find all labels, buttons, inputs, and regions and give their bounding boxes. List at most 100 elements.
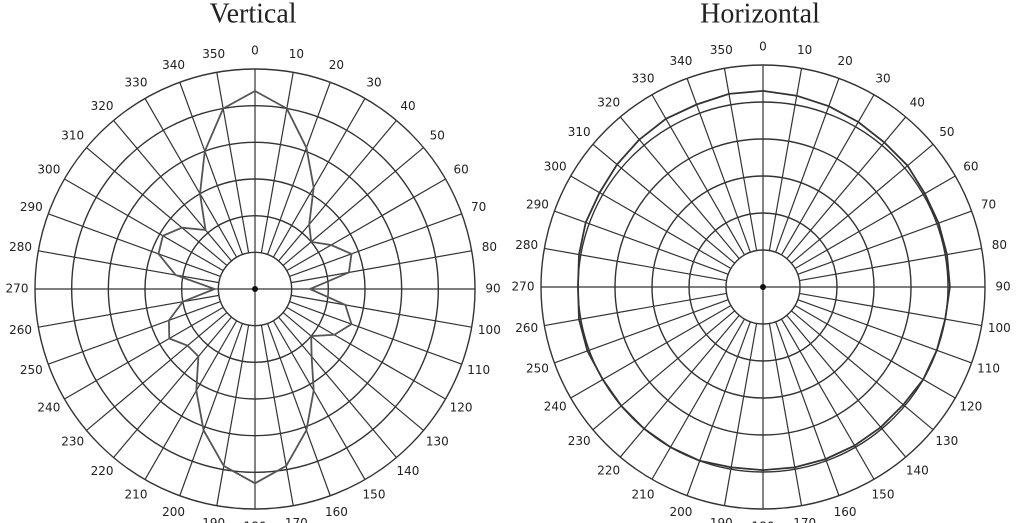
angle-label: 250 [526, 362, 549, 376]
angle-label: 70 [981, 197, 996, 211]
angle-label: 170 [285, 516, 308, 523]
angle-label: 50 [430, 129, 445, 143]
angle-label: 80 [992, 238, 1007, 252]
angle-label: 330 [632, 72, 655, 86]
spoke [794, 304, 956, 399]
spoke [570, 304, 732, 399]
angle-label: 50 [939, 125, 954, 139]
angle-label: 240 [37, 401, 60, 415]
spoke [790, 143, 934, 264]
spoke [790, 310, 934, 431]
angle-label: 30 [366, 75, 381, 89]
angle-label: 320 [91, 99, 114, 113]
spoke [723, 323, 758, 506]
spoke [266, 82, 331, 255]
angle-label: 180 [752, 520, 775, 523]
angle-label: 90 [485, 282, 500, 296]
angle-label: 350 [202, 47, 225, 61]
spoke [272, 320, 366, 480]
angle-label: 340 [669, 54, 692, 68]
spoke [260, 72, 294, 253]
spoke [797, 210, 972, 275]
spoke [775, 78, 840, 253]
angle-label: 70 [471, 200, 486, 214]
spoke [794, 175, 956, 270]
angle-label: 160 [325, 505, 348, 519]
spoke [554, 299, 729, 364]
angle-label: 270 [6, 282, 29, 296]
spoke [278, 120, 397, 262]
angle-label: 310 [61, 129, 84, 143]
spoke [38, 250, 219, 284]
spoke [216, 325, 250, 506]
angle-label: 140 [397, 464, 420, 478]
angle-label: 10 [289, 47, 304, 61]
pattern [157, 89, 353, 485]
angle-label: 210 [125, 488, 148, 502]
spoke [64, 306, 224, 400]
spoke [775, 321, 840, 496]
angle-label: 10 [797, 43, 812, 57]
angle-label: 40 [400, 99, 415, 113]
pattern [577, 89, 951, 472]
spoke [570, 175, 732, 270]
angle-label: 0 [759, 40, 767, 54]
spoke [686, 78, 751, 253]
angle-label: 120 [959, 400, 982, 414]
spoke [768, 323, 803, 506]
spoke [291, 294, 472, 328]
spoke [38, 294, 219, 328]
spoke [113, 316, 232, 458]
angle-label: 100 [478, 323, 501, 337]
angle-label: 240 [544, 400, 567, 414]
angle-label: 300 [544, 160, 567, 174]
spoke [786, 314, 907, 458]
spoke [786, 116, 907, 260]
spoke [797, 299, 972, 364]
spoke [291, 250, 472, 284]
spoke [544, 247, 727, 282]
angle-label: 190 [710, 516, 733, 523]
angle-label: 80 [482, 240, 497, 254]
spoke [592, 143, 736, 264]
angle-label: 200 [162, 505, 185, 519]
spoke [179, 323, 244, 496]
spoke [286, 178, 446, 272]
spoke [651, 94, 746, 256]
angle-label: 60 [453, 163, 468, 177]
spoke [64, 178, 224, 272]
angle-label: 220 [597, 463, 620, 477]
angle-label: 350 [710, 43, 733, 57]
spoke [260, 325, 294, 506]
spoke [48, 300, 221, 365]
spoke [686, 321, 751, 496]
spoke [768, 68, 803, 251]
angle-label: 260 [9, 323, 32, 337]
angle-label: 130 [935, 434, 958, 448]
angle-label: 130 [426, 434, 449, 448]
spoke [278, 316, 397, 458]
angle-label: 140 [906, 463, 929, 477]
angle-label: 330 [125, 75, 148, 89]
spoke [651, 318, 746, 480]
center-dot [760, 284, 766, 290]
spoke [282, 312, 424, 431]
spoke [144, 320, 238, 480]
spoke [619, 116, 740, 260]
spoke [799, 247, 982, 282]
spoke [86, 312, 228, 431]
chart-title: Vertical [209, 0, 296, 29]
spoke [554, 210, 729, 275]
spoke [619, 314, 740, 458]
angle-label: 290 [526, 197, 549, 211]
angle-label: 160 [834, 505, 857, 519]
angle-label: 280 [515, 238, 538, 252]
angle-label: 260 [515, 321, 538, 335]
angle-label: 0 [251, 44, 259, 58]
angle-label: 100 [988, 321, 1011, 335]
spoke [216, 72, 250, 253]
angle-label: 110 [467, 363, 490, 377]
angle-label: 150 [872, 487, 895, 501]
